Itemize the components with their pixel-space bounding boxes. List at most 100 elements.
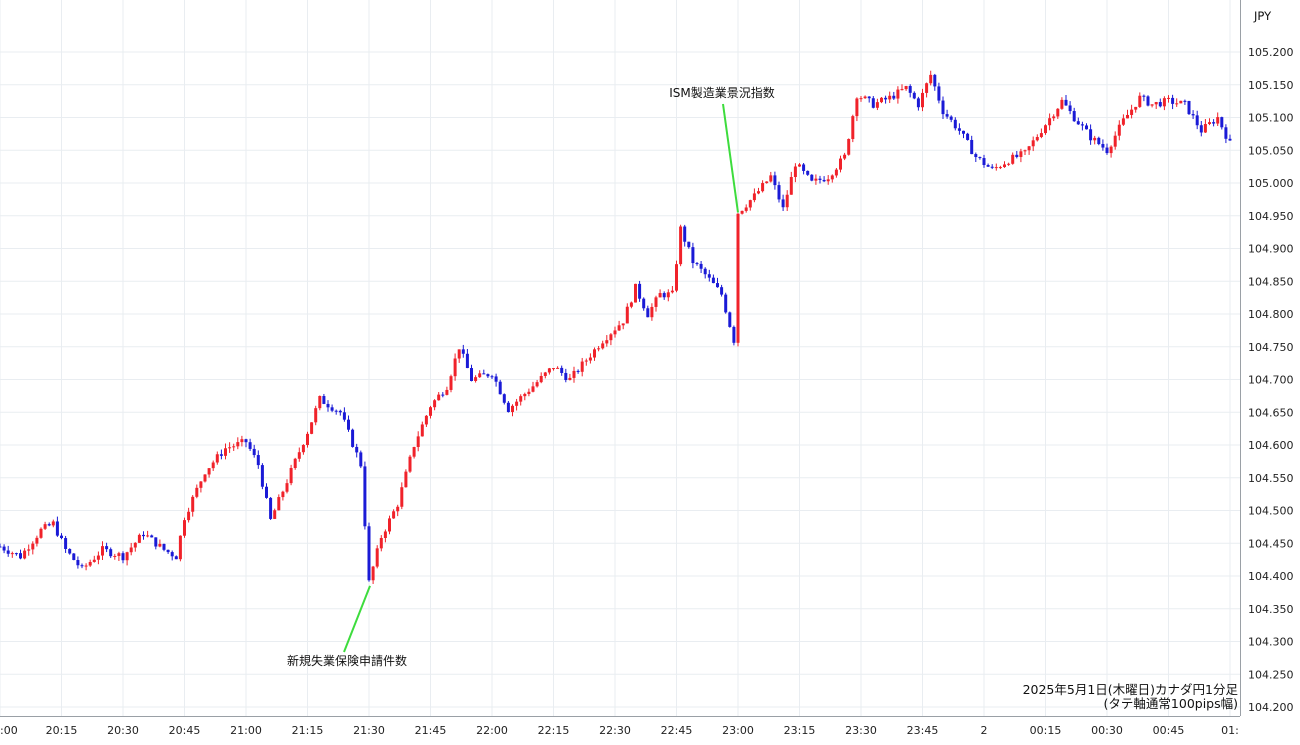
candle-body bbox=[908, 86, 912, 93]
candle-body bbox=[416, 436, 420, 448]
candle-body bbox=[453, 358, 457, 377]
candle-body bbox=[322, 396, 326, 404]
candle-body bbox=[215, 454, 219, 463]
candle-body bbox=[847, 139, 851, 155]
candle-body bbox=[777, 185, 781, 200]
candle-body bbox=[392, 511, 396, 519]
candle-body bbox=[27, 549, 31, 551]
candle-body bbox=[150, 535, 154, 538]
candle-body bbox=[1076, 121, 1080, 125]
candle-body bbox=[691, 247, 695, 264]
candle-body bbox=[974, 154, 978, 158]
candle-body bbox=[269, 497, 273, 519]
candle-body bbox=[1105, 147, 1109, 154]
candle-body bbox=[109, 549, 113, 557]
candle-body bbox=[699, 263, 703, 269]
candle-body bbox=[1130, 109, 1134, 115]
candle-body bbox=[60, 535, 63, 539]
candle-body bbox=[834, 169, 838, 176]
candle-body bbox=[293, 458, 297, 468]
candle-body bbox=[310, 422, 314, 434]
candle-body bbox=[314, 408, 318, 423]
candle-body bbox=[248, 442, 252, 449]
candle-body bbox=[0, 546, 2, 548]
candle-body bbox=[400, 487, 404, 507]
candle-body bbox=[232, 446, 236, 448]
annotation-label: ISM製造業景況指数 bbox=[669, 85, 775, 100]
y-tick-label: 104.250 bbox=[1248, 668, 1294, 681]
candle-body bbox=[597, 348, 601, 350]
annotations: 新規失業保険申請件数 ISM製造業景況指数 bbox=[287, 85, 775, 668]
candle-body bbox=[670, 290, 674, 293]
y-tick-label: 104.800 bbox=[1248, 308, 1294, 321]
candle-body bbox=[1150, 104, 1154, 106]
candle-body bbox=[949, 116, 953, 120]
candle-body bbox=[80, 565, 84, 567]
candle-body bbox=[43, 524, 47, 529]
candle-body bbox=[318, 396, 322, 409]
y-tick-label: 105.100 bbox=[1248, 112, 1294, 125]
candle-body bbox=[1138, 95, 1142, 107]
candle-body bbox=[921, 92, 924, 108]
candle-body bbox=[437, 394, 441, 401]
candle-body bbox=[281, 491, 285, 498]
candle-body bbox=[707, 274, 711, 278]
candle-body bbox=[1195, 115, 1199, 126]
candle-body bbox=[724, 294, 728, 313]
y-tick-label: 105.200 bbox=[1248, 46, 1294, 59]
candle-body bbox=[486, 374, 490, 377]
candle-body bbox=[802, 164, 806, 171]
x-tick-label: 21:30 bbox=[353, 724, 385, 737]
candle-body bbox=[338, 410, 342, 413]
candle-body bbox=[1044, 125, 1047, 134]
y-tick-label: 104.450 bbox=[1248, 537, 1294, 550]
candle-body bbox=[982, 158, 986, 166]
candle-body bbox=[1080, 124, 1084, 126]
candle-body bbox=[900, 89, 904, 91]
candle-body bbox=[355, 446, 359, 453]
candle-body bbox=[679, 226, 683, 265]
candle-body bbox=[1228, 138, 1232, 141]
candle-body bbox=[101, 546, 104, 556]
candle-body bbox=[142, 534, 145, 537]
candle-body bbox=[916, 98, 920, 108]
candle-body bbox=[482, 373, 486, 375]
candle-body bbox=[957, 128, 961, 131]
candle-body bbox=[260, 465, 264, 487]
candle-body bbox=[929, 74, 933, 84]
candle-body bbox=[113, 555, 117, 557]
candle-body bbox=[133, 542, 137, 548]
candles bbox=[0, 70, 1232, 584]
candle-body bbox=[375, 548, 379, 567]
candle-body bbox=[556, 367, 560, 369]
candle-body bbox=[687, 241, 691, 248]
x-tick-label: 21:45 bbox=[415, 724, 447, 737]
candle-body bbox=[39, 528, 43, 538]
candle-body bbox=[359, 452, 363, 467]
candle-body bbox=[765, 181, 769, 184]
candle-body bbox=[875, 102, 879, 108]
annotation-line bbox=[722, 103, 739, 213]
candle-body bbox=[748, 200, 752, 208]
candle-body bbox=[236, 442, 240, 447]
candle-body bbox=[55, 521, 59, 536]
candle-body bbox=[1126, 114, 1129, 119]
candle-body bbox=[195, 487, 199, 497]
candle-body bbox=[888, 95, 892, 100]
candle-body bbox=[1187, 100, 1191, 115]
candle-body bbox=[605, 340, 609, 344]
candle-body bbox=[703, 268, 707, 275]
candle-body bbox=[535, 382, 539, 387]
candle-body bbox=[408, 456, 412, 472]
x-tick-label: :00 bbox=[0, 724, 18, 737]
candle-body bbox=[1052, 116, 1056, 119]
candle-body bbox=[1060, 99, 1064, 109]
candle-body bbox=[1068, 105, 1072, 112]
candle-body bbox=[793, 166, 797, 178]
x-tick-label: 00:30 bbox=[1091, 724, 1123, 737]
y-tick-label: 104.650 bbox=[1248, 406, 1294, 419]
candle-body bbox=[420, 424, 424, 437]
candle-body bbox=[892, 95, 896, 99]
currency-label[interactable]: JPY bbox=[1254, 9, 1272, 23]
candle-body bbox=[76, 560, 80, 566]
